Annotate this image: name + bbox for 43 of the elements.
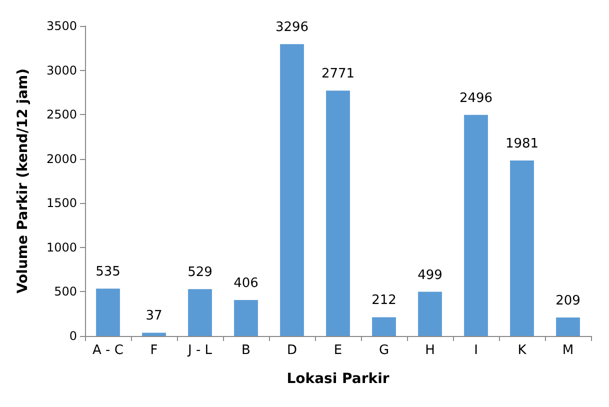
bar: [372, 317, 396, 336]
y-tick-label: 3500: [46, 19, 77, 33]
bar: [188, 289, 212, 336]
bar: [96, 288, 120, 336]
y-tick-label: 2500: [46, 108, 77, 122]
x-tick-label: A - C: [92, 343, 124, 358]
y-tick-label: 2000: [46, 152, 77, 166]
y-axis-title: Volume Parkir (kend/12 jam): [15, 68, 31, 294]
x-tick-label: J - L: [186, 343, 213, 358]
bar: [280, 44, 304, 336]
data-label: 1981: [505, 136, 539, 152]
bar: [464, 114, 488, 336]
y-tick-label: 1000: [46, 240, 77, 254]
data-label: 406: [234, 276, 258, 292]
x-tick-label: K: [518, 343, 527, 358]
y-tick-label: 1500: [46, 196, 77, 210]
data-label: 499: [418, 268, 442, 283]
bar: [510, 160, 534, 336]
data-label: 529: [188, 265, 212, 280]
x-tick-label: I: [474, 343, 478, 358]
data-label: 37: [146, 308, 162, 324]
x-tick-label: B: [242, 343, 250, 358]
y-tick-label: 3000: [46, 63, 77, 78]
bar: [418, 292, 442, 336]
x-axis-title: Lokasi Parkir: [286, 371, 390, 387]
data-label: 535: [96, 264, 120, 280]
bar: [556, 317, 580, 336]
data-label: 2496: [459, 90, 493, 106]
data-label: 2771: [321, 66, 355, 82]
x-tick-label: D: [286, 343, 298, 358]
x-tick-label: G: [378, 343, 390, 358]
data-label: 209: [556, 293, 580, 308]
y-tick-label: 500: [54, 284, 77, 299]
bar: [142, 332, 166, 336]
bar: [234, 300, 258, 336]
y-tick-label: 0: [69, 329, 77, 343]
x-tick-label: F: [150, 343, 158, 358]
data-label: 3296: [275, 20, 309, 36]
x-tick-label: E: [334, 343, 342, 358]
x-tick-label: M: [562, 343, 574, 358]
bar: [326, 90, 350, 336]
x-tick-label: H: [425, 343, 435, 358]
data-label: 212: [372, 293, 396, 308]
